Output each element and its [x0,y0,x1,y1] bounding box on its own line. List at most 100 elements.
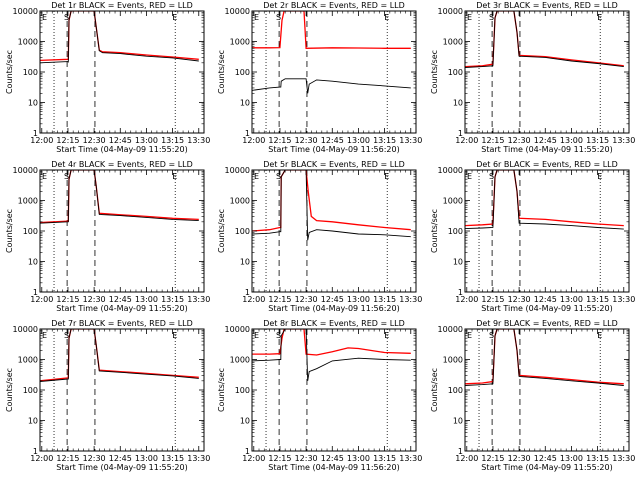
x-tick-label: 12:45 [109,454,132,463]
events-series-line [252,329,411,381]
marker-end: E [597,172,602,181]
x-tick-label: 13:15 [373,454,396,463]
marker-end-left: E [467,13,472,22]
x-tick-label: 13:30 [187,454,210,463]
x-tick-label: 12:30 [295,454,318,463]
x-axis-label: Start Time (04-May-09 11:56:20) [268,463,399,472]
marker-end-left: E [42,331,47,340]
x-axis-label: Start Time (04-May-09 11:56:20) [268,145,399,154]
y-tick-label: 10 [453,417,463,426]
y-tick-label: 10000 [225,166,250,175]
marker-start: S [489,331,494,340]
marker-end-left: E [254,172,259,181]
x-tick-label: 13:00 [560,454,583,463]
x-tick-label: 13:15 [373,136,396,145]
x-tick-label: 13:30 [399,295,422,304]
x-tick-label: 13:30 [399,454,422,463]
x-tick-label: 12:15 [56,454,79,463]
y-tick-label: 1 [245,288,250,297]
panel-title: Det 8r BLACK = Events, RED = LLD [263,319,405,328]
y-axis-label: Counts/sec [5,209,14,253]
x-axis-label: Start Time (04-May-09 11:55:20) [481,145,612,154]
x-tick-label: 13:15 [586,136,609,145]
y-tick-label: 1 [458,447,463,456]
y-tick-label: 1000 [230,197,250,206]
marker-start: S [489,172,494,181]
marker-end: E [597,331,602,340]
x-tick-label: 13:15 [161,454,184,463]
y-tick-label: 10 [28,99,38,108]
marker-start: S [489,13,494,22]
panel-title: Det 9r BLACK = Events, RED = LLD [476,319,618,328]
y-tick-label: 100 [448,386,463,395]
y-tick-label: 10000 [13,166,38,175]
x-tick-label: 12:45 [109,295,132,304]
y-tick-label: 1 [33,447,38,456]
marker-end-left: E [254,13,259,22]
x-tick-label: 12:30 [295,295,318,304]
x-tick-label: 13:15 [161,136,184,145]
marker-start: S [276,172,281,181]
lld-series-line [252,170,411,232]
y-tick-label: 1000 [230,38,250,47]
y-tick-label: 1 [458,129,463,138]
x-axis-label: Start Time (04-May-09 11:55:20) [481,463,612,472]
x-tick-label: 13:00 [560,136,583,145]
panel-title: Det 3r BLACK = Events, RED = LLD [476,1,618,10]
y-tick-label: 10000 [225,325,250,334]
x-tick-label: 12:15 [481,454,504,463]
marker-start: S [64,13,69,22]
x-tick-label: 12:00 [242,136,265,145]
x-tick-label: 13:00 [347,454,370,463]
marker-end-left: E [42,13,47,22]
y-tick-label: 10000 [438,325,463,334]
x-tick-label: 12:45 [109,136,132,145]
events-series-line [465,170,624,230]
y-tick-label: 100 [23,386,38,395]
y-tick-label: 10 [28,417,38,426]
y-axis-label: Counts/sec [430,50,439,94]
y-tick-label: 100 [23,227,38,236]
marker-end: E [384,331,389,340]
x-tick-label: 13:00 [347,295,370,304]
x-tick-label: 12:30 [508,136,531,145]
x-tick-label: 12:30 [295,136,318,145]
y-tick-label: 1 [245,129,250,138]
y-axis-label: Counts/sec [5,50,14,94]
y-axis-label: Counts/sec [217,368,226,412]
x-axis-label: Start Time (04-May-09 11:56:20) [268,304,399,313]
x-tick-label: 13:30 [612,454,635,463]
y-tick-label: 10 [28,258,38,267]
x-axis-label: Start Time (04-May-09 11:55:20) [56,304,187,313]
x-tick-label: 12:30 [508,295,531,304]
lld-series-line [252,329,411,356]
x-tick-label: 13:30 [612,295,635,304]
x-axis-label: Start Time (04-May-09 11:55:20) [56,145,187,154]
x-tick-label: 12:00 [455,295,478,304]
x-tick-label: 12:00 [242,295,265,304]
y-tick-label: 100 [23,68,38,77]
x-tick-label: 12:00 [30,136,53,145]
x-tick-label: 12:15 [268,454,291,463]
y-tick-label: 10 [240,417,250,426]
x-tick-label: 13:00 [560,295,583,304]
marker-end-left: E [467,331,472,340]
y-tick-label: 1000 [18,197,38,206]
x-tick-label: 12:15 [56,295,79,304]
events-series-line [465,329,624,386]
x-tick-label: 12:30 [83,295,106,304]
marker-start: S [64,172,69,181]
x-tick-label: 13:00 [135,454,158,463]
panel-title: Det 2r BLACK = Events, RED = LLD [263,1,405,10]
y-tick-label: 10 [453,258,463,267]
plot-frame [39,328,205,452]
x-tick-label: 12:00 [455,454,478,463]
marker-end: E [172,331,177,340]
events-series-line [40,11,199,64]
x-tick-label: 13:30 [187,295,210,304]
x-tick-label: 12:15 [56,136,79,145]
panel-title: Det 6r BLACK = Events, RED = LLD [476,160,618,169]
